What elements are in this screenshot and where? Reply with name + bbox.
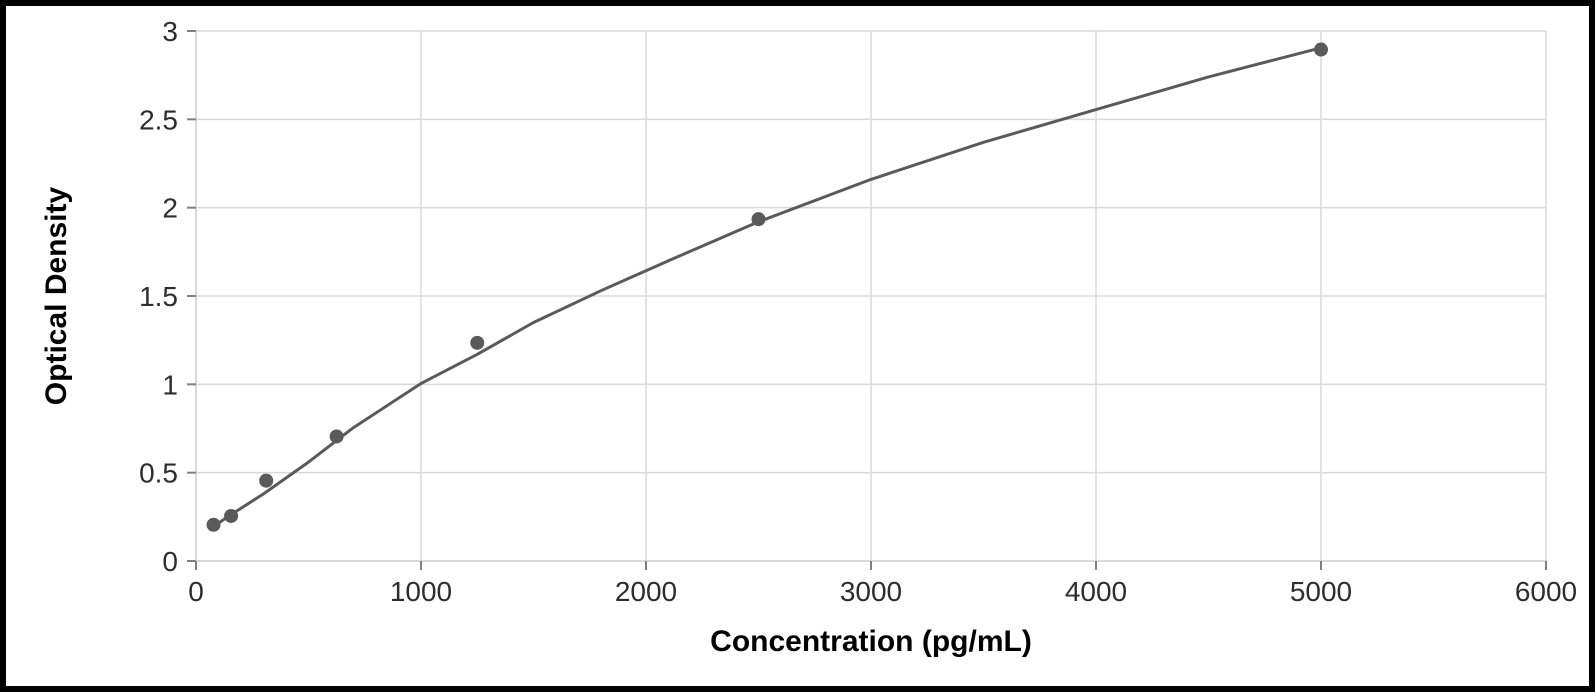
data-point <box>1314 43 1328 57</box>
x-tick-label: 1000 <box>390 576 452 607</box>
x-tick-label: 0 <box>188 576 204 607</box>
data-point <box>752 212 766 226</box>
data-point <box>224 509 238 523</box>
y-tick-label: 0 <box>162 546 178 577</box>
data-point <box>207 518 221 532</box>
y-tick-label: 0.5 <box>139 458 178 489</box>
data-point <box>259 474 273 488</box>
y-tick-label: 1.5 <box>139 281 178 312</box>
data-point <box>330 429 344 443</box>
x-tick-label: 4000 <box>1065 576 1127 607</box>
y-tick-label: 2.5 <box>139 104 178 135</box>
od-concentration-chart: 0 1000 2000 3000 4000 5000 6000 0 0.5 1 1.5 2 2.5 3 Co… <box>6 6 1589 686</box>
chart-frame: 0 1000 2000 3000 4000 5000 6000 0 0.5 1 1.5 2 2.5 3 Co… <box>0 0 1595 692</box>
y-axis-label: Optical Density <box>40 186 73 405</box>
x-tick-label: 2000 <box>615 576 677 607</box>
x-axis-label: Concentration (pg/mL) <box>710 625 1032 658</box>
y-tick-label: 2 <box>162 193 178 224</box>
x-tick-label: 6000 <box>1515 576 1577 607</box>
y-tick-label: 1 <box>162 369 178 400</box>
x-tick-label: 5000 <box>1290 576 1352 607</box>
x-tick-label: 3000 <box>840 576 902 607</box>
y-tick-label: 3 <box>162 16 178 47</box>
data-point <box>470 336 484 350</box>
